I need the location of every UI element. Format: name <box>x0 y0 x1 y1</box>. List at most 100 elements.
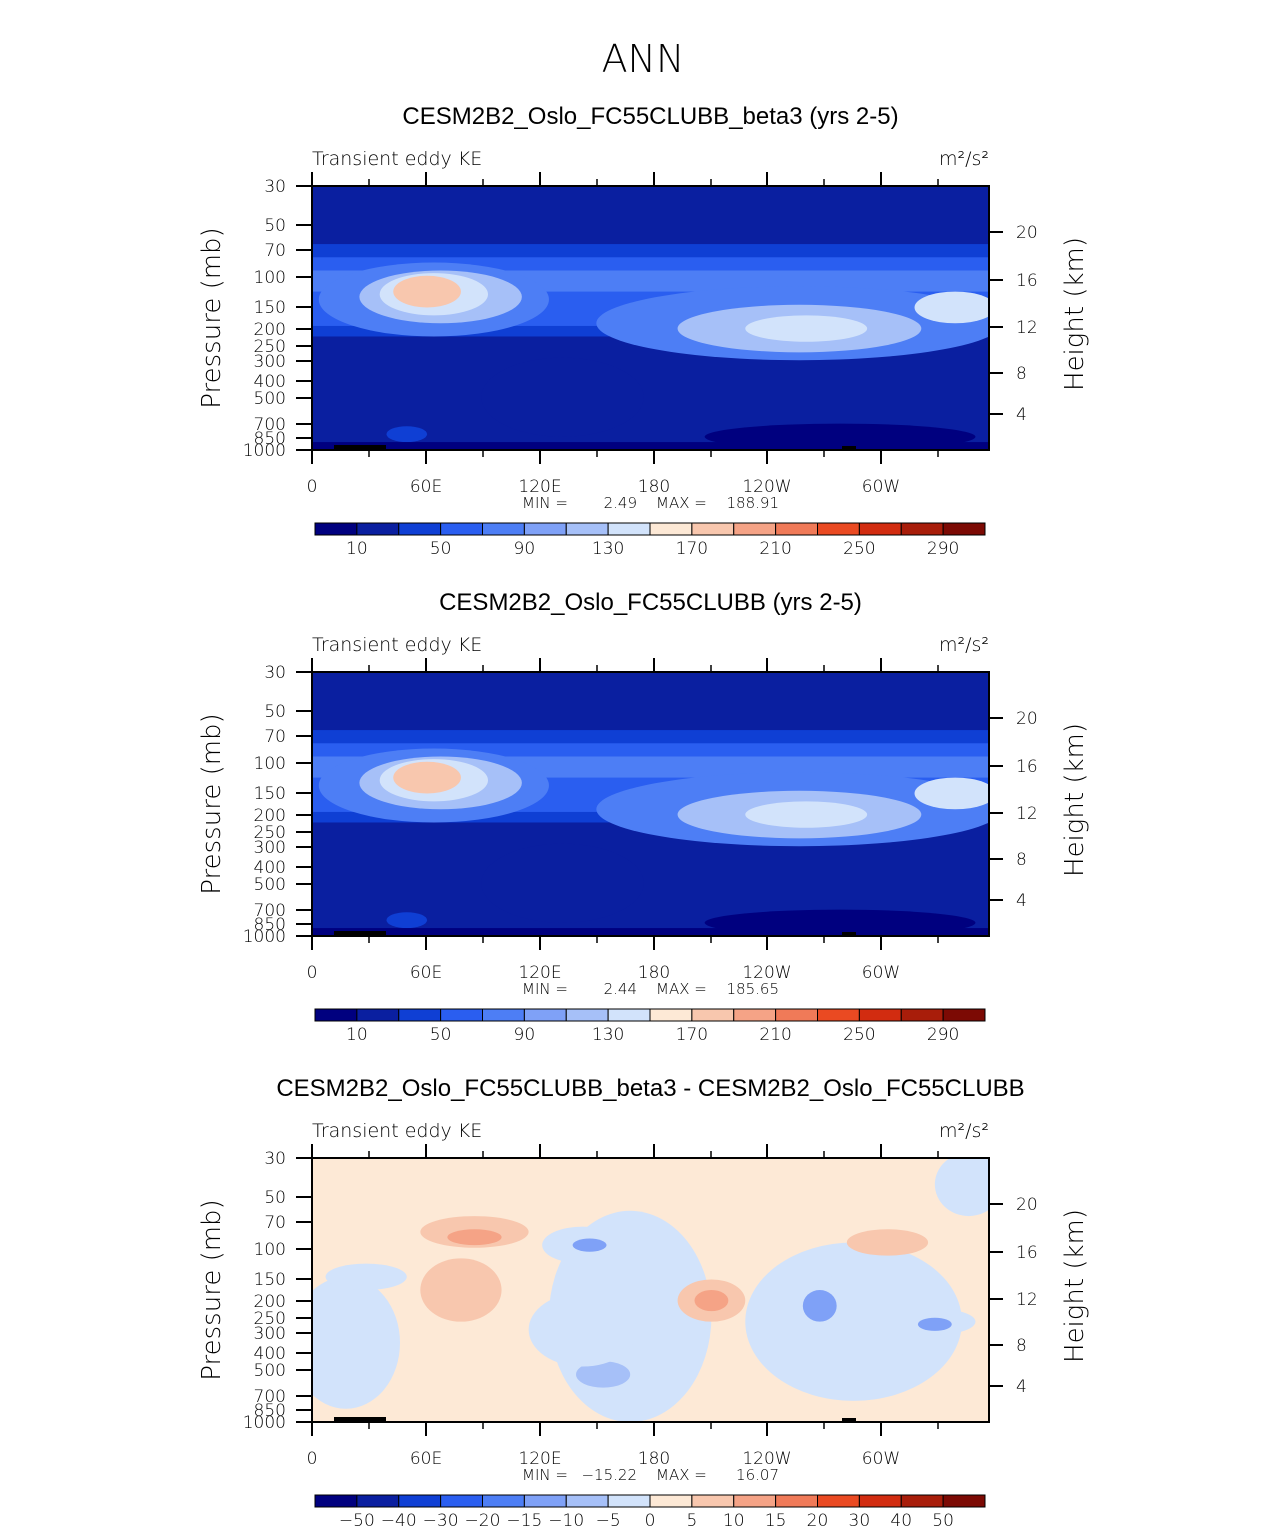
contour-region <box>846 1229 929 1256</box>
plot-frame <box>311 185 990 451</box>
panel-units-label: m²/s² <box>939 1120 989 1142</box>
y-tick-label: 700 <box>254 1387 286 1407</box>
colorbar-label: 0 <box>645 1511 656 1531</box>
contour-region <box>576 1361 631 1388</box>
y-tick-label: 1000 <box>243 1413 286 1433</box>
colorbar-label: 90 <box>514 539 536 559</box>
max-value: 185.65 <box>727 980 780 998</box>
colorbar-swatch <box>398 1008 442 1022</box>
panel-title: CESM2B2_Oslo_FC55CLUBB_beta3 (yrs 2-5) <box>402 103 898 130</box>
min-value: 2.44 <box>604 980 637 998</box>
y-tick-label: 700 <box>254 901 286 921</box>
y-tick-label: 100 <box>254 754 286 774</box>
y-tick-label: 100 <box>254 1240 286 1260</box>
y-axis-title: Pressure (mb) <box>197 227 227 408</box>
y-tick-label: 200 <box>254 320 286 340</box>
contour-region <box>914 777 989 810</box>
panel-variable-label: Transient eddy KE <box>312 1120 482 1142</box>
colorbar-swatch <box>523 522 567 536</box>
y-tick-label: 50 <box>264 702 286 722</box>
colorbar-swatch <box>858 1008 902 1022</box>
x-tick-label: 60W <box>862 477 900 497</box>
colorbar-label: −40 <box>381 1511 417 1531</box>
panel-title: CESM2B2_Oslo_FC55CLUBB (yrs 2-5) <box>439 589 862 616</box>
y-tick-label: 200 <box>254 806 286 826</box>
colorbar-swatch <box>314 1008 358 1022</box>
colorbar-label: 290 <box>927 539 959 559</box>
y-tick-label: 150 <box>254 1270 286 1290</box>
y-tick-label: 200 <box>254 1292 286 1312</box>
y-axis-title: Pressure (mb) <box>197 713 227 894</box>
colorbar-label: 170 <box>676 1025 708 1045</box>
contour-region <box>745 315 868 342</box>
colorbar-swatch <box>817 1008 860 1022</box>
x-tick-label: 60E <box>410 1449 442 1469</box>
y2-axis-title: Height (km) <box>1060 237 1090 391</box>
panel-variable-label: Transient eddy KE <box>312 148 482 170</box>
contour-region <box>914 291 989 324</box>
plot-frame <box>311 671 990 937</box>
colorbar-swatch <box>482 1494 525 1508</box>
colorbar-swatch <box>942 1008 986 1022</box>
contour-region <box>447 1229 502 1246</box>
max-label: MAX = <box>656 980 707 998</box>
y2-tick-label: 12 <box>1016 318 1038 338</box>
y-tick-label: 400 <box>254 1344 286 1364</box>
colorbar-label: 50 <box>932 1511 954 1531</box>
colorbar-label: −10 <box>548 1511 584 1531</box>
colorbar-swatch <box>775 1008 818 1022</box>
min-label: MIN = <box>522 494 568 512</box>
colorbar-swatch <box>900 1494 944 1508</box>
max-value: 16.07 <box>736 1466 779 1484</box>
colorbar-swatch <box>565 1008 609 1022</box>
colorbar-swatch <box>482 522 525 536</box>
y-tick-label: 100 <box>254 268 286 288</box>
contour-field <box>312 186 989 450</box>
contour-region <box>386 912 428 929</box>
y-tick-label: 500 <box>254 1361 286 1381</box>
x-tick-label: 60E <box>410 963 442 983</box>
x-tick-label: 120E <box>518 477 561 497</box>
x-tick-label: 120E <box>518 1449 561 1469</box>
x-tick-label: 60W <box>862 963 900 983</box>
colorbar-label: 90 <box>514 1025 536 1045</box>
y-tick-label: 250 <box>254 823 286 843</box>
colorbar-swatch <box>900 1008 944 1022</box>
colorbar-label: 130 <box>592 1025 624 1045</box>
contour-region <box>481 843 644 923</box>
min-value: −15.22 <box>581 1466 637 1484</box>
x-tick-label: 0 <box>307 1449 318 1469</box>
max-label: MAX = <box>656 1466 707 1484</box>
y-tick-label: 500 <box>254 875 286 895</box>
colorbar-swatch <box>607 522 651 536</box>
y2-tick-label: 20 <box>1016 1195 1038 1215</box>
contour-region <box>325 1263 407 1291</box>
colorbar-swatch <box>314 522 358 536</box>
colorbar-label: 210 <box>759 539 791 559</box>
y-tick-label: 400 <box>254 372 286 392</box>
colorbar-swatch <box>607 1494 651 1508</box>
y-tick-label: 500 <box>254 389 286 409</box>
colorbar-label: −30 <box>423 1511 459 1531</box>
panel-units-label: m²/s² <box>939 148 989 170</box>
y-tick-label: 70 <box>264 727 286 747</box>
y2-tick-label: 8 <box>1016 1336 1027 1356</box>
colorbar-swatch <box>523 1008 567 1022</box>
min-value: 2.49 <box>604 494 637 512</box>
x-tick-label: 180 <box>638 1449 670 1469</box>
y-axis-title: Pressure (mb) <box>197 1199 227 1380</box>
colorbar-label: 250 <box>843 539 875 559</box>
colorbar-swatch <box>482 1008 525 1022</box>
colorbar-swatch <box>356 1494 400 1508</box>
colorbar-swatch <box>817 1494 860 1508</box>
colorbar-label: 15 <box>765 1511 787 1531</box>
contour-region <box>802 1290 837 1322</box>
colorbar-label: 10 <box>723 1511 745 1531</box>
contour-region <box>393 761 461 794</box>
colorbar-swatch <box>691 522 735 536</box>
colorbar-swatch <box>440 1008 483 1022</box>
x-tick-label: 180 <box>638 963 670 983</box>
contour-region <box>745 801 868 828</box>
colorbar-label: 40 <box>890 1511 912 1531</box>
contour-region <box>694 1290 729 1312</box>
